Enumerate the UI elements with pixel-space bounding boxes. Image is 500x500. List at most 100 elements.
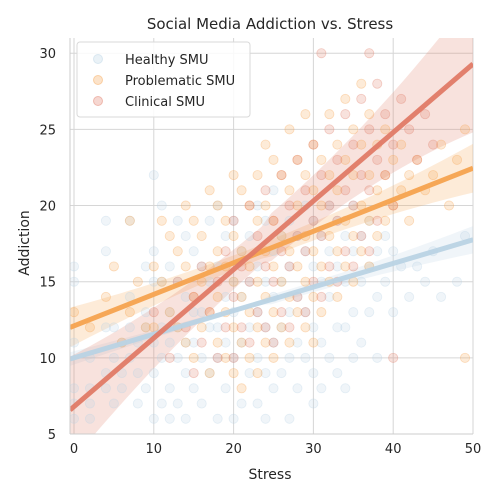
y-axis-title: Addiction	[17, 210, 33, 276]
point-problematic	[460, 124, 471, 135]
point-healthy	[148, 276, 159, 287]
y-tick-label: 15	[39, 276, 56, 291]
point-healthy	[116, 383, 127, 394]
point-clinical	[268, 337, 279, 348]
x-tick-label: 10	[146, 442, 163, 457]
point-healthy	[284, 261, 295, 272]
point-problematic	[300, 109, 311, 120]
point-healthy	[252, 200, 263, 211]
point-problematic	[268, 307, 279, 318]
point-problematic	[252, 322, 263, 333]
point-healthy	[268, 337, 279, 348]
regression-line-problematic	[70, 165, 473, 330]
point-healthy	[252, 352, 263, 363]
point-problematic	[292, 154, 303, 165]
x-tick-label: 20	[225, 442, 242, 457]
point-healthy	[228, 276, 239, 287]
axes	[69, 38, 473, 435]
point-healthy	[292, 337, 303, 348]
point-healthy	[140, 383, 151, 394]
point-problematic	[332, 185, 343, 196]
point-healthy	[70, 413, 79, 424]
point-clinical	[228, 352, 239, 363]
point-clinical	[380, 109, 391, 120]
point-healthy	[148, 368, 159, 379]
point-problematic	[164, 230, 175, 241]
point-clinical	[276, 307, 287, 318]
point-healthy	[196, 261, 207, 272]
point-healthy	[436, 291, 447, 302]
point-healthy	[70, 383, 79, 394]
x-tick-label: 0	[70, 442, 78, 457]
point-healthy	[156, 200, 167, 211]
point-healthy	[132, 368, 143, 379]
legend-entry-healthy: Healthy SMU	[93, 53, 209, 68]
point-healthy	[356, 337, 367, 348]
point-healthy	[236, 291, 247, 302]
point-healthy	[324, 291, 335, 302]
point-problematic	[308, 337, 319, 348]
point-healthy	[108, 322, 119, 333]
point-problematic	[284, 337, 295, 348]
point-healthy	[260, 413, 271, 424]
point-problematic	[260, 337, 271, 348]
point-healthy	[220, 383, 231, 394]
point-clinical	[388, 139, 399, 150]
point-clinical	[420, 109, 431, 120]
point-problematic	[212, 337, 223, 348]
point-healthy	[268, 383, 279, 394]
legend-entry-clinical: Clinical SMU	[93, 95, 205, 110]
point-problematic	[356, 78, 367, 89]
point-clinical	[404, 124, 415, 135]
point-problematic	[308, 246, 319, 257]
point-clinical	[356, 170, 367, 181]
point-healthy	[164, 307, 175, 318]
point-healthy	[180, 337, 191, 348]
point-problematic	[276, 322, 287, 333]
legend-entry-problematic: Problematic SMU	[93, 74, 235, 89]
x-tick-label: 50	[465, 442, 482, 457]
point-problematic	[404, 170, 415, 181]
point-clinical	[300, 307, 311, 318]
point-problematic	[100, 291, 111, 302]
point-healthy	[260, 322, 271, 333]
point-healthy	[388, 307, 399, 318]
point-healthy	[276, 368, 287, 379]
legend-label-clinical: Clinical SMU	[125, 95, 205, 110]
point-healthy	[124, 215, 135, 226]
point-healthy	[212, 200, 223, 211]
point-healthy	[132, 398, 143, 409]
point-healthy	[308, 215, 319, 226]
point-healthy	[196, 352, 207, 363]
point-problematic	[284, 124, 295, 135]
point-problematic	[292, 307, 303, 318]
point-problematic	[204, 185, 215, 196]
point-problematic	[460, 352, 471, 363]
point-problematic	[228, 368, 239, 379]
point-clinical	[412, 154, 423, 165]
point-healthy	[140, 261, 151, 272]
point-healthy	[108, 398, 119, 409]
point-healthy	[260, 276, 271, 287]
point-problematic	[356, 139, 367, 150]
point-problematic	[236, 185, 247, 196]
point-problematic	[380, 215, 391, 226]
point-clinical	[348, 261, 359, 272]
point-healthy	[284, 307, 295, 318]
point-problematic	[452, 154, 463, 165]
point-problematic	[244, 261, 255, 272]
point-clinical	[220, 246, 231, 257]
point-clinical	[364, 124, 375, 135]
point-healthy	[84, 398, 95, 409]
point-healthy	[244, 230, 255, 241]
legend-label-problematic: Problematic SMU	[125, 74, 235, 89]
point-problematic	[148, 261, 159, 272]
point-problematic	[388, 154, 399, 165]
point-problematic	[332, 139, 343, 150]
point-problematic	[236, 337, 247, 348]
point-clinical	[244, 337, 255, 348]
point-healthy	[164, 261, 175, 272]
point-clinical	[284, 200, 295, 211]
point-problematic	[236, 291, 247, 302]
